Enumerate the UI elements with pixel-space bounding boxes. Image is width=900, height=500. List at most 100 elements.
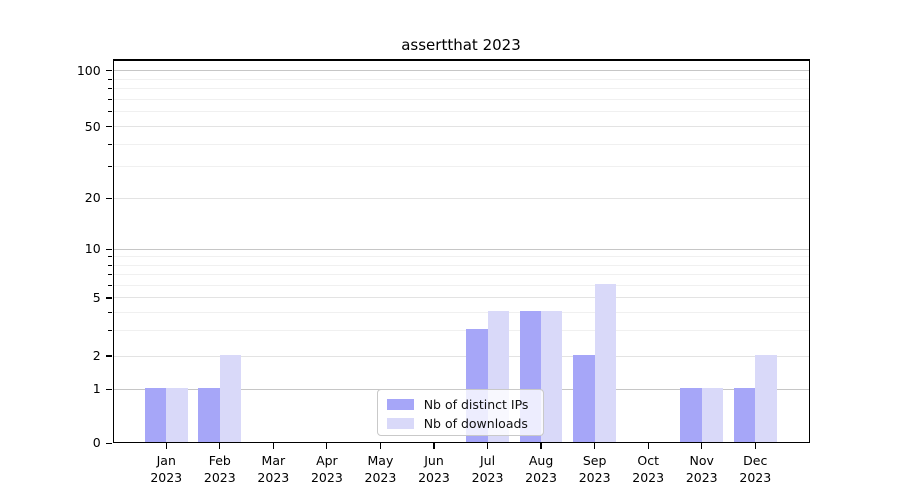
- bar-nov-distinct-ips: [680, 388, 702, 443]
- y-tick-10: [105, 248, 112, 251]
- x-tick-label-dec: Dec 2023: [739, 452, 771, 486]
- y-axis: [112, 59, 114, 444]
- minor-gridline-40: [112, 143, 810, 145]
- x-tick-month: Sep: [582, 453, 607, 469]
- gridline-20: [112, 197, 810, 199]
- y-tick-label-1: 1: [92, 381, 101, 397]
- y-minor-tick-9: [108, 256, 112, 258]
- x-tick-year: 2023: [418, 470, 450, 486]
- minor-gridline-60: [112, 111, 810, 113]
- x-tick-label-jun: Jun 2023: [418, 452, 450, 486]
- minor-gridline-3: [112, 329, 810, 331]
- bar-aug-downloads: [541, 311, 563, 443]
- y-tick-100: [105, 70, 112, 72]
- y-tick-label-5: 5: [92, 289, 101, 305]
- x-axis: [112, 442, 810, 444]
- y-minor-tick-3: [108, 329, 112, 331]
- x-tick-month: Aug: [528, 453, 554, 469]
- minor-gridline-30: [112, 166, 810, 168]
- top-spine: [112, 59, 810, 61]
- gridline-50: [112, 126, 810, 128]
- minor-gridline-80: [112, 88, 810, 90]
- x-tick-dec: [754, 443, 756, 450]
- axis-layer: 0 1 2 5 10 20 50 100 Jan 2023 Feb 2023 Mar 2023 Apr 202…: [77, 59, 810, 486]
- x-tick-year: 2023: [739, 470, 772, 486]
- x-tick-month: Jul: [479, 453, 496, 469]
- plot-area: 0 1 2 5 10 20 50 100 Jan 2023 Feb 2023 Mar 2023 Apr 202…: [77, 59, 810, 486]
- x-tick-jan: [165, 443, 167, 450]
- y-minor-tick-90: [108, 78, 112, 80]
- minor-gridline-90: [112, 78, 810, 80]
- x-tick-nov: [701, 443, 703, 450]
- y-tick-2: [105, 355, 112, 357]
- right-spine: [808, 59, 810, 444]
- x-tick-year: 2023: [525, 470, 557, 486]
- y-minor-tick-80: [108, 88, 112, 90]
- x-tick-label-mar: Mar 2023: [257, 452, 289, 486]
- legend-swatch-distinct-ips: [386, 399, 414, 411]
- x-tick-label-jan: Jan 2023: [150, 452, 182, 486]
- y-minor-tick-40: [108, 143, 112, 145]
- bar-nov-downloads: [701, 388, 724, 443]
- x-tick-year: 2023: [203, 470, 236, 486]
- x-tick-month: Nov: [689, 453, 714, 469]
- y-tick-label-0: 0: [92, 435, 101, 451]
- bar-dec-distinct-ips: [733, 388, 756, 443]
- x-tick-month: Dec: [743, 453, 768, 469]
- bar-dec-downloads: [755, 355, 777, 443]
- x-tick-label-feb: Feb 2023: [204, 452, 236, 486]
- gridline-2: [112, 355, 810, 357]
- x-tick-label-aug: Aug 2023: [525, 452, 557, 486]
- x-tick-year: 2023: [578, 470, 611, 486]
- bar-feb-distinct-ips: [198, 388, 220, 443]
- y-tick-label-100: 100: [76, 62, 101, 78]
- bar-sep-distinct-ips: [573, 355, 595, 443]
- x-tick-year: 2023: [632, 470, 665, 486]
- y-tick-label-2: 2: [92, 348, 101, 363]
- x-tick-label-oct: Oct 2023: [632, 452, 664, 486]
- gridline-100: [112, 70, 810, 72]
- legend-swatch-downloads: [386, 418, 414, 430]
- x-tick-feb: [219, 443, 221, 450]
- x-tick-year: 2023: [257, 470, 290, 486]
- x-tick-month: Feb: [208, 453, 231, 469]
- x-tick-month: Jan: [156, 453, 176, 469]
- x-tick-apr: [326, 443, 328, 450]
- y-tick-0: [105, 442, 112, 444]
- x-tick-month: Oct: [637, 453, 659, 469]
- bar-jan-distinct-ips: [144, 388, 167, 443]
- y-minor-tick-8: [108, 264, 112, 266]
- legend-item-downloads: Nb of downloads: [386, 415, 543, 432]
- chart-title: assertthat 2023: [401, 36, 521, 54]
- x-tick-sep: [594, 443, 596, 450]
- x-tick-aug: [540, 443, 542, 450]
- y-tick-5: [105, 297, 112, 299]
- grid-layer: [112, 59, 810, 443]
- y-minor-tick-60: [108, 111, 112, 113]
- y-minor-tick-6: [108, 284, 112, 286]
- x-tick-year: 2023: [310, 470, 343, 486]
- x-tick-jun: [433, 443, 435, 450]
- gridline-5: [112, 297, 810, 299]
- x-tick-year: 2023: [471, 470, 504, 486]
- minor-gridline-6: [112, 284, 810, 286]
- x-tick-label-jul: Jul 2023: [472, 452, 504, 486]
- bar-feb-downloads: [219, 355, 242, 443]
- x-tick-month: May: [367, 453, 394, 469]
- legend-label-distinct-ips: Nb of distinct IPs: [423, 397, 529, 413]
- y-minor-tick-30: [108, 166, 112, 168]
- x-tick-label-nov: Nov 2023: [686, 452, 718, 486]
- x-tick-year: 2023: [150, 470, 183, 486]
- y-tick-20: [105, 197, 112, 199]
- x-tick-month: Mar: [261, 453, 286, 469]
- minor-gridline-7: [112, 273, 810, 275]
- x-tick-jul: [486, 443, 489, 450]
- bar-sep-downloads: [594, 284, 617, 443]
- legend: Nb of distinct IPs Nb of downloads: [376, 389, 544, 437]
- x-tick-year: 2023: [364, 470, 397, 486]
- y-minor-tick-7: [108, 273, 112, 275]
- x-tick-year: 2023: [685, 470, 718, 486]
- x-tick-label-apr: Apr 2023: [311, 452, 343, 486]
- gridline-10: [112, 248, 810, 250]
